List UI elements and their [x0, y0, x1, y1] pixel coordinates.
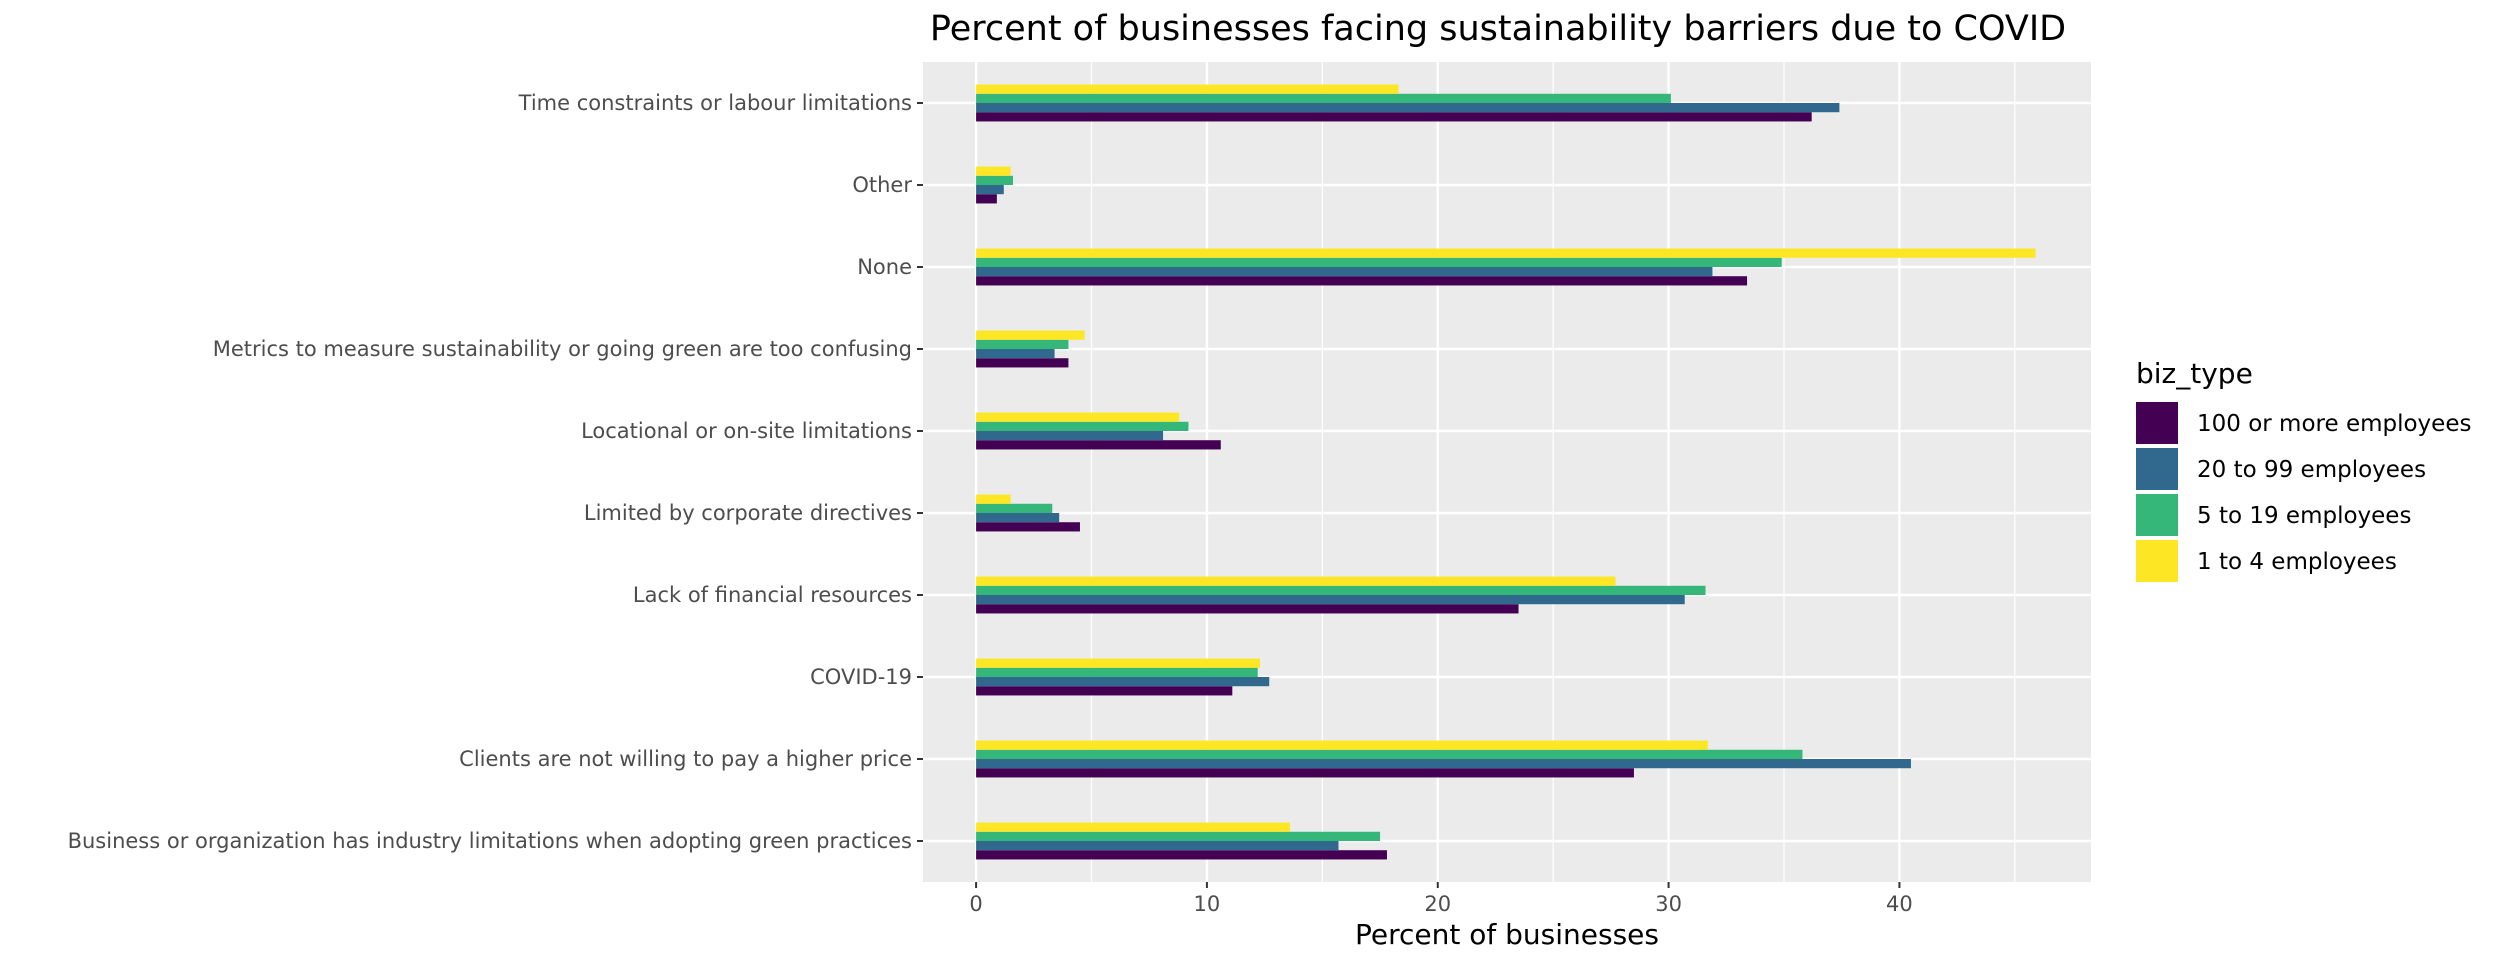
bar	[976, 267, 1713, 277]
bar	[976, 585, 1706, 595]
bar	[976, 740, 1708, 750]
bar	[976, 257, 1782, 267]
bar	[976, 421, 1189, 431]
bar	[976, 112, 1812, 122]
bar	[976, 677, 1270, 687]
x-axis-title: Percent of businesses	[1355, 918, 1659, 951]
y-tick-label: Limited by corporate directives	[584, 501, 912, 525]
x-tick-label: 0	[969, 892, 982, 916]
bar	[976, 595, 1685, 605]
y-tick-label: Metrics to measure sustainability or goi…	[213, 337, 912, 361]
bar	[976, 276, 1748, 286]
legend-key	[2136, 494, 2178, 536]
bar	[976, 349, 1055, 359]
bar	[976, 513, 1060, 523]
bar	[976, 93, 1671, 103]
y-tick-label: Lack of financial resources	[633, 583, 912, 607]
x-tick-label: 30	[1655, 892, 1682, 916]
bar	[976, 84, 1399, 94]
y-tick-label: Time constraints or labour limitations	[518, 91, 912, 115]
y-tick-label: None	[857, 255, 912, 279]
bar	[976, 850, 1387, 860]
bar	[976, 175, 1014, 185]
bar	[976, 431, 1164, 441]
bar	[976, 185, 1004, 195]
bar	[976, 358, 1069, 368]
bar	[976, 166, 1011, 176]
bar	[976, 494, 1011, 504]
bar	[976, 248, 2036, 258]
bar	[976, 841, 1339, 851]
bar	[976, 412, 1180, 422]
bar	[976, 330, 1085, 340]
bar	[976, 686, 1233, 696]
bar	[976, 759, 1911, 769]
y-tick-label: Business or organization has industry li…	[68, 829, 912, 853]
bars	[976, 84, 2036, 860]
legend-label: 1 to 4 employees	[2197, 549, 2397, 575]
legend-key	[2136, 448, 2178, 490]
bar	[976, 658, 1261, 668]
y-tick-label: COVID-19	[810, 665, 912, 689]
y-tick-label: Other	[852, 173, 912, 197]
bar	[976, 194, 997, 204]
bar	[976, 768, 1634, 778]
bar	[976, 503, 1053, 513]
y-axis: Business or organization has industry li…	[68, 91, 923, 853]
bar	[976, 576, 1616, 586]
legend-key	[2136, 540, 2178, 582]
bar	[976, 831, 1381, 841]
y-tick-label: Clients are not willing to pay a higher …	[459, 747, 912, 771]
legend-title: biz_type	[2136, 357, 2253, 390]
x-tick-label: 40	[1886, 892, 1913, 916]
legend-label: 100 or more employees	[2197, 411, 2471, 437]
x-tick-label: 10	[1194, 892, 1221, 916]
bar	[976, 749, 1803, 759]
legend-label: 20 to 99 employees	[2197, 457, 2426, 483]
legend: biz_type 100 or more employees 20 to 99 e…	[2136, 357, 2471, 582]
y-tick-label: Locational or on-site limitations	[581, 419, 912, 443]
bar	[976, 339, 1069, 349]
bar	[976, 440, 1221, 450]
bar	[976, 604, 1519, 614]
legend-key	[2136, 402, 2178, 444]
x-tick-label: 20	[1424, 892, 1451, 916]
bar	[976, 667, 1258, 677]
bar	[976, 822, 1291, 832]
bar	[976, 103, 1840, 113]
bar	[976, 522, 1080, 532]
chart-title: Percent of businesses facing sustainabil…	[930, 9, 2066, 49]
legend-label: 5 to 19 employees	[2197, 503, 2411, 529]
x-axis: 0 10 20 30 40	[969, 882, 1913, 916]
